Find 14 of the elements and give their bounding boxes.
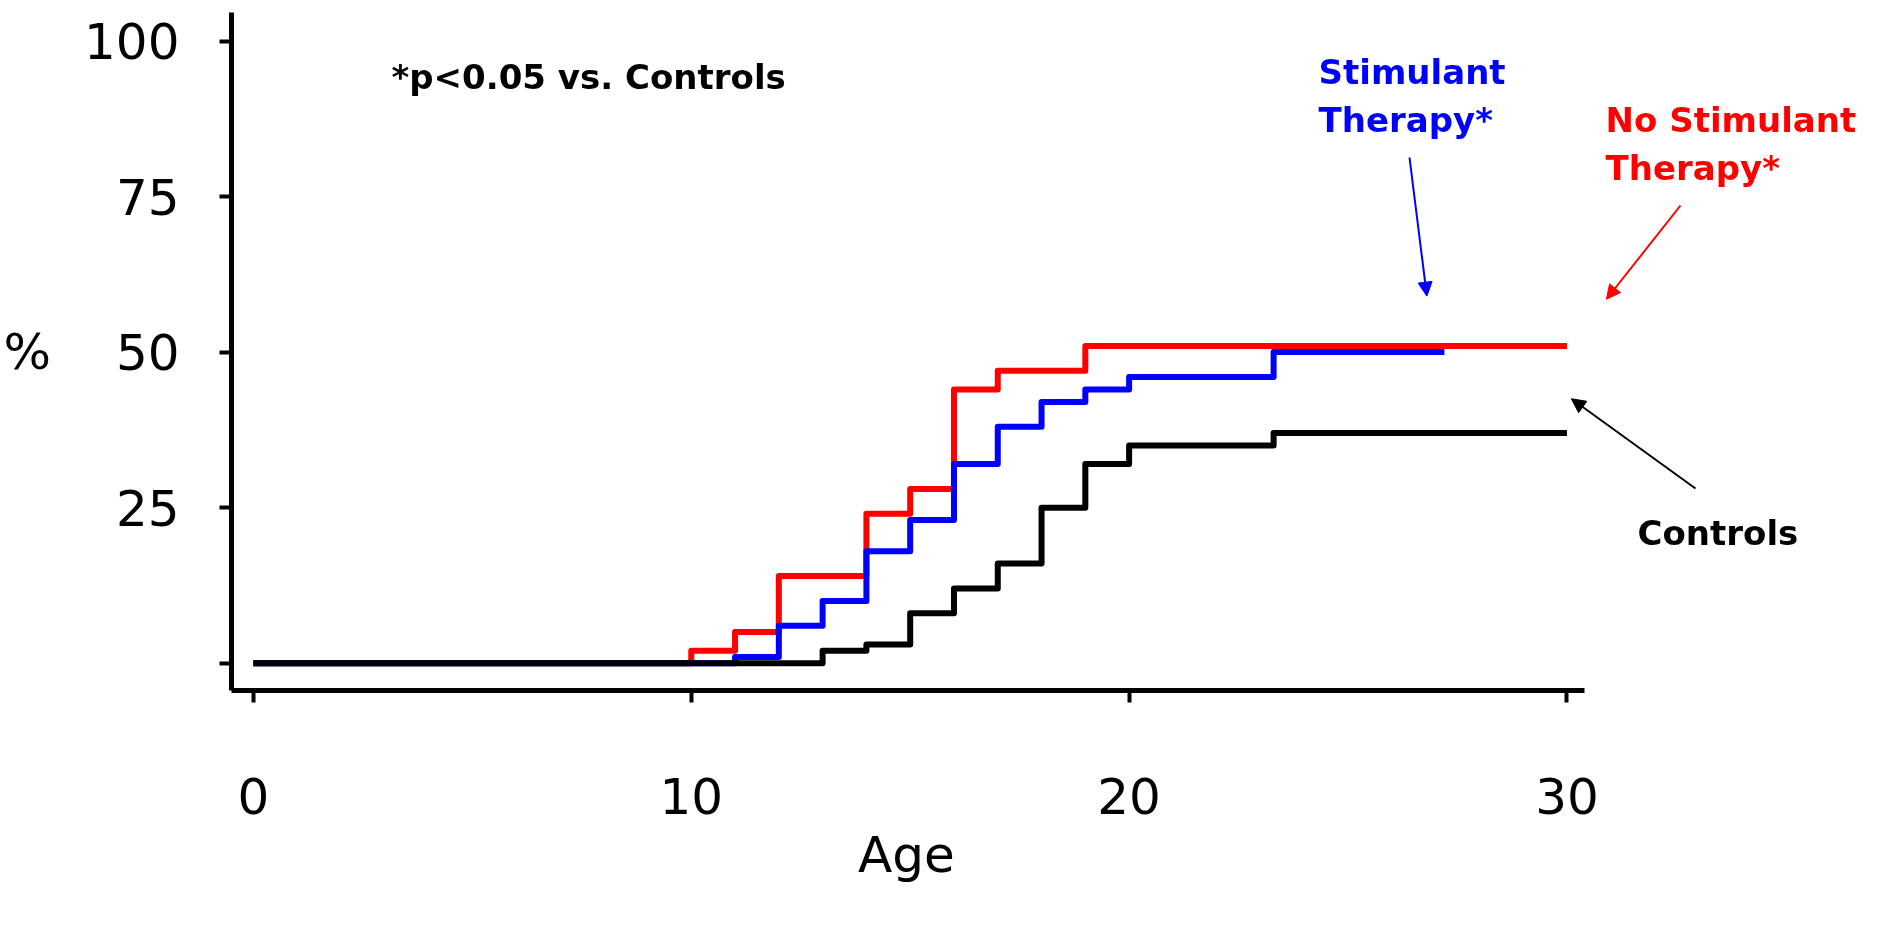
annotation: *p<0.05 vs. Controls [391,56,786,97]
text: Stimulant Therapy* [1318,51,1506,140]
x-axis-title: Age [858,826,955,884]
x-tick-label: 0 [237,767,270,826]
x-tick-label: 10 [659,767,724,826]
y-tick-label: 50 [115,324,180,383]
y-tick-label: 75 [115,168,180,227]
y-axis-title: % [3,322,52,381]
x-tick-label: 20 [1097,767,1161,826]
text: Controls [1637,512,1799,553]
text: No Stimulant Therapy* [1605,99,1857,188]
y-tick-label: 100 [84,13,180,72]
y-tick-label: 25 [115,479,180,538]
x-tick-label: 30 [1535,767,1599,826]
